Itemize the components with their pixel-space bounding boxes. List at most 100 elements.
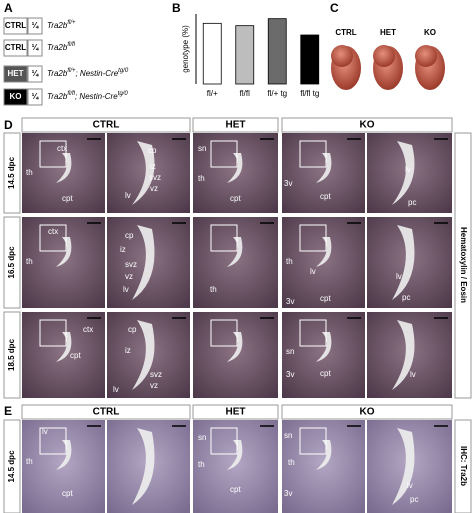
stain-box [454, 132, 472, 399]
annotation: lv [407, 481, 413, 490]
panel-label: D [4, 118, 13, 132]
genotype-tag: CTRL [5, 21, 26, 30]
bar [235, 25, 255, 85]
genotype-tag-box [3, 17, 28, 35]
genotype-tag-box [3, 39, 28, 57]
driver: ; Nestin-Cre [75, 92, 118, 101]
annotation: vz [150, 381, 158, 390]
bar [300, 34, 320, 85]
ventricle [56, 332, 72, 362]
inset-box [299, 427, 327, 455]
embryo-label: CTRL [335, 28, 356, 37]
ventricle [132, 320, 155, 390]
annotation: ctx [57, 144, 67, 153]
genotype-tag: KO [10, 92, 22, 101]
ventricle [56, 440, 72, 470]
annotation: svz [149, 173, 161, 182]
annotation: sn [198, 433, 206, 442]
dose-box [27, 65, 43, 83]
annotation: cpt [70, 351, 81, 360]
annotation: ctx [83, 325, 93, 334]
ventricle [132, 225, 155, 300]
annotation: th [26, 257, 33, 266]
annotation: th [286, 257, 293, 266]
row-label-box [3, 216, 21, 309]
annotation: lv [405, 165, 411, 174]
row-label: 16.5 dpc [7, 246, 16, 279]
gene: Tra2b [47, 69, 68, 78]
annotation: cp [125, 231, 134, 240]
inset-box [39, 319, 67, 347]
annotation: cp [128, 325, 137, 334]
annotation: svz [150, 370, 162, 379]
bar [202, 22, 222, 85]
annotation: vz [150, 184, 158, 193]
stain-label: IHC: Tra2b [459, 446, 468, 486]
inset-box [210, 427, 238, 455]
annotation: cpt [230, 194, 241, 203]
embryo-head [331, 45, 353, 67]
gene: Tra2b [47, 92, 68, 101]
annotation: pc [402, 293, 410, 302]
dose-box [27, 88, 43, 106]
x-tick-label: fl/fl [240, 89, 250, 98]
ventricle [316, 153, 332, 183]
annotation: cp [148, 146, 157, 155]
genotype-tag-box [3, 65, 28, 83]
ventricle [227, 440, 243, 470]
micrograph [193, 420, 278, 513]
genotype-tag-box [3, 88, 28, 106]
annotation: iz [125, 346, 131, 355]
genotype-label: Tra2bfl/+; Nestin-Cretg/0 [47, 68, 129, 79]
ventricle [392, 428, 415, 505]
ventricle [132, 141, 155, 205]
annotation: th [26, 457, 33, 466]
stain-label: Hematoxylin / Eosin [459, 227, 468, 303]
annotation: 3v [284, 179, 292, 188]
micrograph [22, 133, 105, 213]
inset-box [39, 427, 67, 455]
ventricle [56, 153, 72, 183]
ventricle [227, 153, 243, 183]
inset-box [210, 140, 238, 168]
row-label: 14.5 dpc [7, 450, 16, 483]
annotation: th [198, 460, 205, 469]
x-tick-label: fl/+ tg [267, 89, 287, 98]
annotation: lv [123, 285, 129, 294]
inset-box [210, 319, 238, 347]
annotation: cpt [62, 489, 73, 498]
column-header: CTRL [93, 407, 120, 418]
dose: ¼ [32, 43, 40, 52]
annotation: cpt [320, 192, 331, 201]
annotation: sn [284, 431, 292, 440]
annotation: th [26, 168, 33, 177]
annotation: sn [286, 347, 294, 356]
ventricle [392, 320, 415, 390]
panel-label: A [4, 1, 13, 15]
ventricle [56, 237, 72, 267]
column-header-box [21, 117, 191, 133]
embryo-head [373, 45, 395, 67]
column-header: KO [360, 407, 375, 418]
column-header-box [21, 404, 191, 420]
inset-box [39, 224, 67, 252]
ventricle [132, 428, 155, 505]
annotation: lv [310, 267, 316, 276]
annotation: th [198, 174, 205, 183]
annotation: svz [125, 260, 137, 269]
x-tick-label: fl/fl tg [300, 89, 319, 98]
genotype-label: Tra2bfl/+ [47, 20, 76, 31]
ventricle [227, 237, 243, 267]
y-axis-label: genotype (%) [181, 25, 190, 73]
column-header-box [281, 117, 453, 133]
gene: Tra2b [47, 21, 68, 30]
inset-box [210, 224, 238, 252]
dose-box [27, 17, 43, 35]
column-header-box [192, 404, 279, 420]
annotation: 3v [286, 370, 294, 379]
allele: fl/fl [67, 42, 75, 48]
dose: ¼ [32, 92, 40, 101]
column-header: HET [226, 120, 246, 131]
